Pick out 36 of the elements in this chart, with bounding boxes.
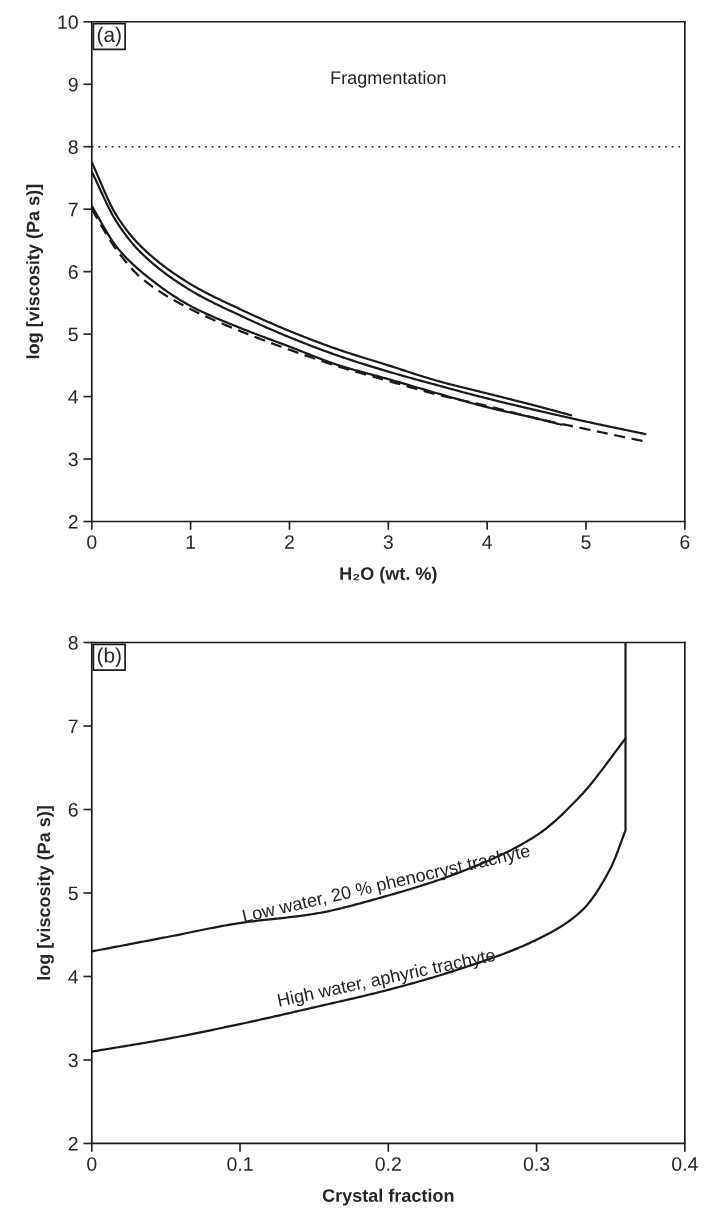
- y-tick-label: 9: [68, 77, 78, 92]
- y-axis-title: log [viscosity (Pa s)]: [36, 806, 54, 980]
- x-tick-label: 6: [680, 535, 690, 549]
- y-tick-label: 6: [68, 802, 78, 817]
- annotation: Fragmentation: [331, 70, 446, 88]
- x-tick-label: 4: [482, 535, 492, 549]
- y-tick-label: 8: [68, 635, 78, 650]
- y-tick-label: 4: [68, 390, 79, 404]
- x-tick-label: 1: [186, 535, 196, 549]
- y-tick-label: 5: [68, 886, 78, 901]
- y-tick-label: 7: [68, 719, 78, 734]
- x-tick-label: 0: [87, 1157, 97, 1171]
- y-tick-label: 8: [68, 140, 78, 154]
- y-tick-label: 6: [68, 265, 78, 279]
- y-tick-label: 4: [68, 970, 79, 984]
- annotation: (b): [97, 647, 121, 667]
- y-axis-title: log [viscosity (Pa s)]: [26, 184, 44, 359]
- annotation: (a): [97, 26, 121, 47]
- y-tick-label: 2: [68, 514, 78, 529]
- y-tick-label: 2: [68, 1136, 78, 1151]
- y-tick-label: 3: [68, 1053, 78, 1068]
- x-tick-label: 0.1: [227, 1157, 253, 1171]
- y-tick-label: 3: [68, 452, 78, 467]
- x-tick-label: 0.3: [523, 1157, 550, 1171]
- x-tick-label: 5: [581, 535, 591, 549]
- y-tick-label: 7: [68, 202, 78, 217]
- x-tick-label: 0.2: [375, 1157, 401, 1171]
- y-tick-label: 10: [58, 15, 78, 30]
- x-tick-label: 3: [383, 535, 393, 549]
- x-axis-title: H₂O (wt. %): [340, 566, 437, 584]
- x-tick-label: 0.4: [672, 1157, 698, 1171]
- x-axis-title: Crystal fraction: [322, 1188, 454, 1206]
- x-tick-label: 0: [87, 535, 97, 549]
- annotation: High water, aphyric trachyte: [277, 947, 497, 1011]
- y-tick-label: 5: [68, 327, 78, 342]
- x-tick-label: 2: [285, 535, 294, 549]
